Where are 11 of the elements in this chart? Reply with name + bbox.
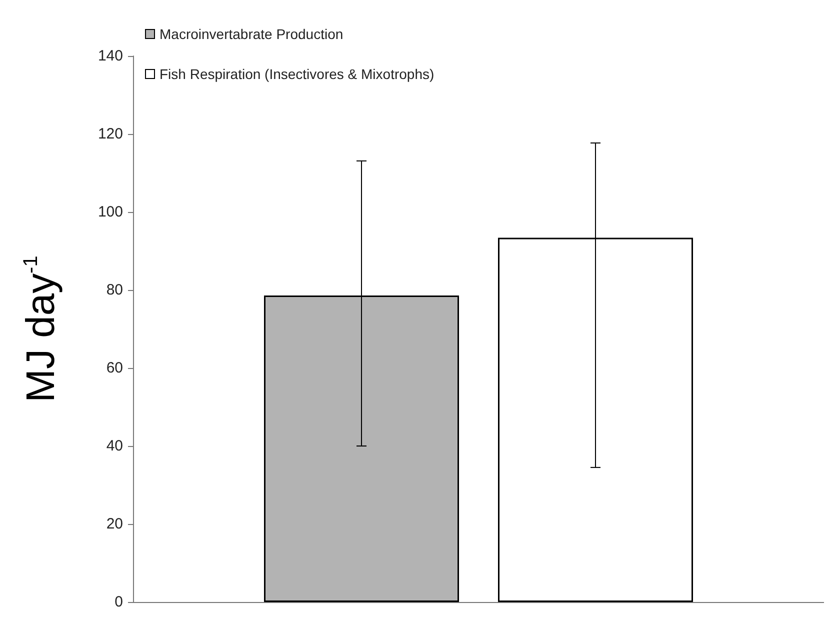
y-tick-label: 140 bbox=[98, 48, 123, 64]
y-axis-title: MJ day-1 bbox=[19, 256, 63, 402]
y-tick-label: 40 bbox=[106, 438, 123, 454]
y-tick-label: 100 bbox=[98, 204, 123, 220]
legend-label: Macroinvertabrate Production bbox=[160, 26, 344, 42]
y-tick-label: 20 bbox=[106, 516, 123, 532]
y-tick-label: 120 bbox=[98, 126, 123, 142]
y-tick-label: 60 bbox=[106, 360, 123, 376]
legend-label: Fish Respiration (Insectivores & Mixotrophs) bbox=[160, 66, 434, 82]
y-tick-label: 80 bbox=[106, 282, 123, 298]
y-tick-label: 0 bbox=[114, 594, 123, 610]
